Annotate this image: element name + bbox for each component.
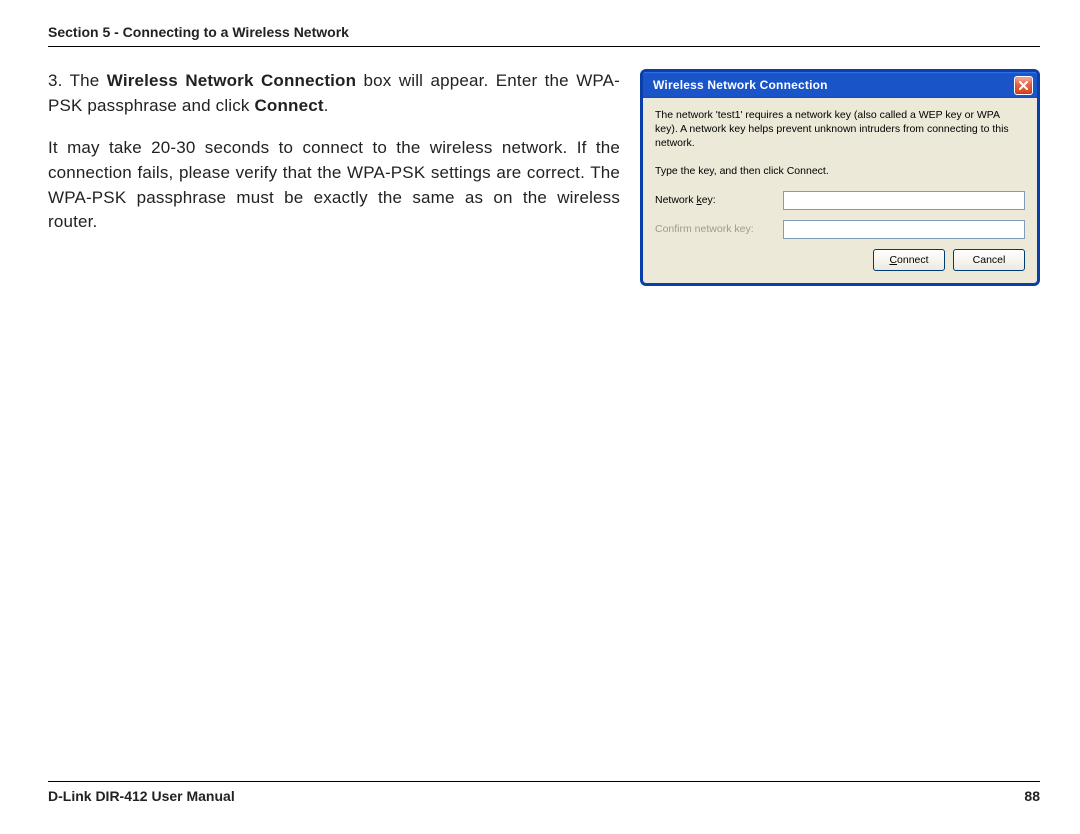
footer-right: 88 bbox=[1024, 788, 1040, 804]
dialog-body: The network 'test1' requires a network k… bbox=[643, 98, 1037, 283]
cancel-button[interactable]: Cancel bbox=[953, 249, 1025, 271]
close-icon bbox=[1018, 80, 1029, 91]
paragraph-2: It may take 20-30 seconds to connect to … bbox=[48, 136, 620, 235]
nk-pre: Network bbox=[655, 194, 696, 206]
dialog-message: The network 'test1' requires a network k… bbox=[655, 108, 1025, 151]
step-paragraph: 3. The Wireless Network Connection box w… bbox=[48, 69, 620, 118]
dialog-title: Wireless Network Connection bbox=[653, 78, 828, 92]
dialog-titlebar[interactable]: Wireless Network Connection bbox=[643, 72, 1037, 98]
confirm-key-input bbox=[783, 220, 1025, 239]
step-text-a: The bbox=[70, 71, 107, 90]
step-text-e: . bbox=[324, 96, 329, 115]
dialog-button-row: Connect Cancel bbox=[655, 249, 1025, 271]
wireless-connection-dialog: Wireless Network Connection The network … bbox=[640, 69, 1040, 286]
step-number: 3. bbox=[48, 71, 63, 90]
connect-rest: onnect bbox=[897, 254, 929, 266]
page-footer: D-Link DIR-412 User Manual 88 bbox=[48, 781, 1040, 804]
body-text: 3. The Wireless Network Connection box w… bbox=[48, 69, 620, 235]
confirm-key-row: Confirm network key: bbox=[655, 220, 1025, 239]
dialog-instruction: Type the key, and then click Connect. bbox=[655, 165, 1025, 177]
step-text-bold-2: Connect bbox=[254, 96, 323, 115]
step-text-bold-1: Wireless Network Connection bbox=[107, 71, 356, 90]
network-key-label: Network key: bbox=[655, 194, 783, 206]
network-key-input[interactable] bbox=[783, 191, 1025, 210]
nk-post: ey: bbox=[702, 194, 716, 206]
section-header: Section 5 - Connecting to a Wireless Net… bbox=[48, 24, 1040, 47]
connect-u: C bbox=[889, 254, 897, 266]
confirm-key-label: Confirm network key: bbox=[655, 223, 783, 235]
close-button[interactable] bbox=[1014, 76, 1033, 95]
connect-button[interactable]: Connect bbox=[873, 249, 945, 271]
network-key-row: Network key: bbox=[655, 191, 1025, 210]
content-row: 3. The Wireless Network Connection box w… bbox=[48, 69, 1040, 286]
footer-left: D-Link DIR-412 User Manual bbox=[48, 788, 235, 804]
